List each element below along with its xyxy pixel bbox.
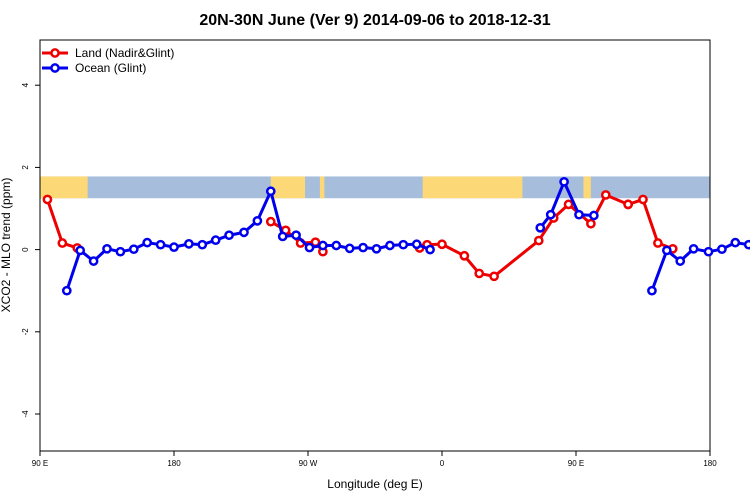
legend: Land (Nadir&Glint)Ocean (Glint)	[42, 46, 174, 75]
data-point	[197, 239, 208, 250]
plot-frame	[39, 39, 711, 452]
x-tick-label: 180	[167, 459, 181, 468]
data-point	[155, 239, 166, 250]
x-tick-label: 180	[703, 459, 717, 468]
data-point	[398, 239, 409, 250]
y-axis: -4 -2 0 2 4	[21, 82, 40, 418]
data-point	[102, 243, 112, 254]
series-layer	[42, 176, 750, 296]
map-land	[40, 176, 88, 199]
data-point	[252, 215, 263, 226]
map-land	[270, 176, 306, 199]
data-point	[563, 199, 574, 210]
y-tick-label: -2	[21, 328, 30, 336]
data-point	[210, 235, 221, 246]
data-point	[115, 246, 126, 257]
data-point	[371, 243, 382, 254]
data-point	[743, 239, 750, 250]
map-land	[583, 176, 591, 199]
data-point	[385, 240, 395, 251]
data-point	[545, 209, 556, 220]
data-point	[675, 256, 686, 266]
series-ocean-glint	[61, 176, 750, 296]
data-point	[703, 246, 714, 257]
x-axis: 90 E 180 90 W 0 90 E 180	[32, 451, 717, 468]
data-point	[535, 222, 546, 233]
data-point	[142, 237, 153, 248]
data-point	[653, 238, 663, 248]
map-ocean	[40, 176, 710, 199]
map-land	[319, 176, 325, 199]
data-point	[304, 242, 315, 253]
x-tick-label: 0	[440, 459, 445, 468]
data-point	[730, 237, 741, 248]
data-point	[331, 240, 342, 251]
data-point	[265, 216, 276, 227]
map-land	[422, 176, 523, 199]
legend-label: Ocean (Glint)	[75, 61, 146, 75]
data-point	[265, 186, 276, 197]
chart-title: 20N-30N June (Ver 9) 2014-09-06 to 2018-…	[199, 12, 550, 29]
data-point	[574, 209, 584, 220]
x-tick-label: 90 E	[568, 459, 584, 468]
data-point	[533, 235, 544, 246]
y-tick-label: 4	[21, 82, 30, 87]
data-point	[489, 271, 499, 282]
data-point	[437, 239, 447, 250]
data-point	[688, 243, 699, 254]
data-point	[344, 243, 355, 254]
x-axis-label: Longitude (deg E)	[327, 477, 422, 491]
data-point	[88, 256, 99, 266]
legend-marker	[50, 63, 60, 73]
data-point	[623, 199, 633, 210]
legend-marker	[50, 48, 60, 58]
data-point	[589, 210, 599, 221]
data-point	[128, 244, 139, 255]
legend-label: Land (Nadir&Glint)	[75, 46, 174, 60]
data-point	[559, 176, 569, 187]
data-point	[474, 268, 485, 279]
data-point	[277, 231, 288, 242]
y-axis-label: XCO2 - MLO trend (ppm)	[0, 178, 13, 313]
data-point	[318, 240, 328, 251]
series-line	[627, 197, 674, 251]
data-point	[57, 238, 68, 248]
data-point	[459, 250, 470, 261]
data-point	[600, 190, 611, 200]
data-point	[291, 230, 301, 241]
data-point	[638, 194, 648, 205]
x-tick-label: 90 E	[32, 459, 48, 468]
data-point	[75, 245, 86, 256]
data-point	[586, 218, 596, 229]
data-point	[717, 244, 727, 255]
data-point	[647, 285, 657, 296]
x-tick-label: 90 W	[299, 459, 318, 468]
y-tick-label: -4	[21, 410, 30, 418]
series-land-nadir-glint	[42, 190, 678, 282]
data-point	[661, 245, 672, 256]
data-point	[239, 227, 249, 238]
data-point	[61, 285, 72, 296]
y-tick-label: 2	[21, 165, 30, 170]
data-point	[184, 239, 194, 249]
data-point	[224, 230, 234, 241]
data-point	[358, 242, 368, 253]
data-point	[169, 242, 179, 252]
map-band	[40, 176, 710, 199]
series-line	[419, 193, 629, 278]
data-point	[411, 239, 422, 250]
y-tick-label: 0	[21, 247, 30, 252]
data-point	[425, 244, 435, 255]
series-line	[65, 189, 431, 292]
data-point	[42, 194, 53, 205]
